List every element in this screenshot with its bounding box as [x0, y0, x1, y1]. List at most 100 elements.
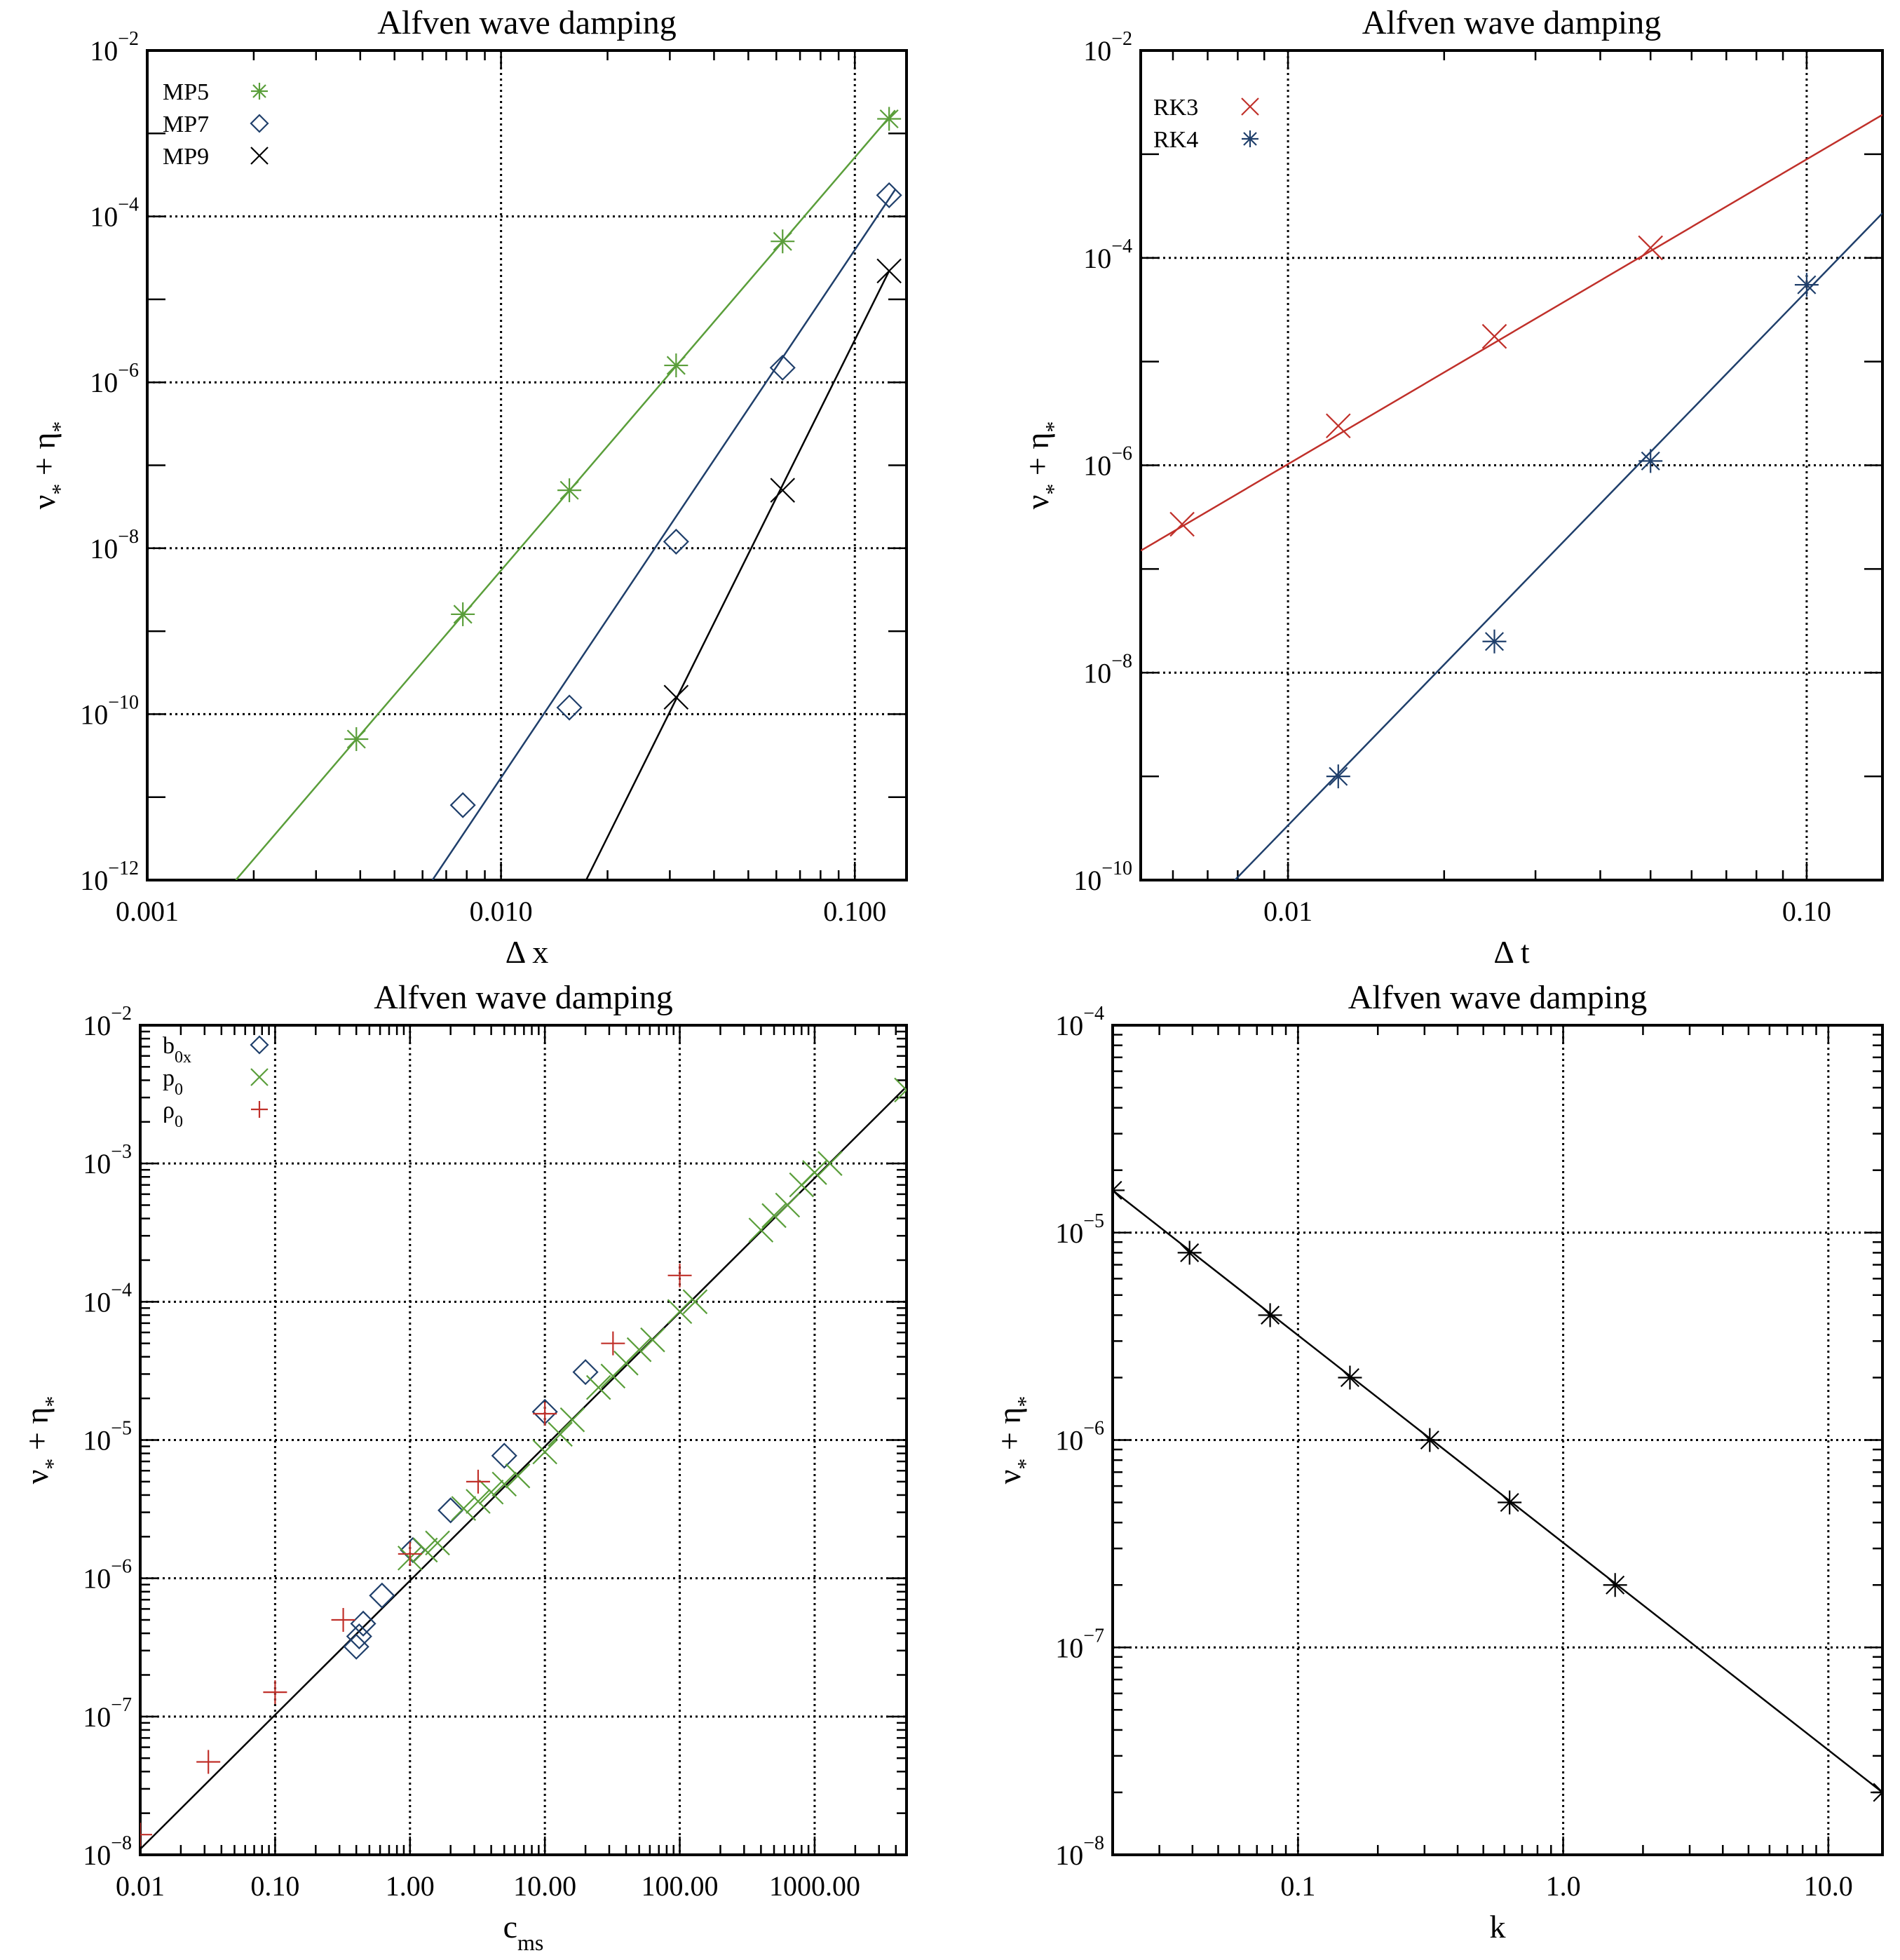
plot-frame: [139, 1024, 908, 1856]
chart-title: Alfven wave damping: [374, 979, 673, 1016]
y-tick-label: 10−4: [1083, 236, 1132, 274]
chart-panel-4: Alfven wave damping 0.1 1.0 10.0 10−8 10−7 10−…: [991, 979, 1884, 1945]
data-point: [466, 1469, 490, 1494]
legend-label: MP7: [163, 111, 209, 137]
y-tick-label: 10−12: [80, 858, 139, 896]
data-point: [761, 1203, 787, 1229]
series-3: [140, 1263, 692, 1847]
data-point: [559, 1407, 585, 1433]
data-point: [626, 1337, 652, 1363]
data-point: [1169, 511, 1195, 537]
data-point: [533, 1401, 557, 1426]
y-tick-label: 10−6: [90, 360, 139, 398]
data-point: [601, 1331, 625, 1356]
data-point: [451, 1496, 477, 1521]
series-2: [449, 182, 902, 818]
x-axis-label: Δ t: [1493, 934, 1530, 970]
fit-line-series-3: [585, 270, 890, 880]
legend-label: b0x: [163, 1033, 191, 1067]
x-tick-label: 10.0: [1804, 1870, 1853, 1902]
grid: [140, 1025, 907, 1855]
y-axis-label: ν* + η*: [991, 1396, 1038, 1485]
legend-label: RK4: [1153, 127, 1198, 153]
legend-label: RK3: [1153, 95, 1198, 121]
data-point: [585, 1374, 611, 1400]
data-point: [400, 1536, 426, 1563]
y-tick-label: 10−6: [83, 1556, 132, 1595]
data-point: [876, 182, 902, 208]
data-point: [775, 1192, 801, 1218]
grid: [1113, 1025, 1882, 1855]
x-tick-label: 0.01: [1263, 895, 1312, 927]
y-axis-label-text: ν* + η*: [991, 1396, 1038, 1485]
plot-area: [235, 107, 902, 880]
data-point: [771, 229, 795, 254]
y-tick-label: 10−7: [1055, 1625, 1104, 1663]
y-tick-label: 10−2: [1083, 28, 1132, 67]
data-point: [491, 1442, 517, 1469]
chart-title: Alfven wave damping: [1348, 979, 1648, 1016]
legend-marker: [250, 114, 269, 133]
legend-label: ρ0: [163, 1097, 183, 1131]
y-tick-label: 10−3: [83, 1141, 132, 1180]
plot-area: [1141, 114, 1882, 880]
data-point: [1482, 629, 1507, 654]
legend-label: p0: [163, 1065, 183, 1099]
data-point: [548, 1421, 573, 1447]
data-point: [1326, 764, 1350, 789]
data-point: [412, 1537, 438, 1563]
y-tick-label: 10−2: [90, 28, 139, 67]
data-point: [478, 1480, 504, 1505]
fit-line-series-2: [431, 189, 896, 880]
series-1: [1169, 235, 1663, 537]
data-point: [1871, 1780, 1882, 1804]
x-tick-label: 0.10: [1782, 895, 1831, 927]
data-point: [664, 353, 688, 378]
data-point: [398, 1541, 422, 1566]
data-point: [344, 727, 369, 752]
fit-line: [1113, 1189, 1882, 1793]
grid: [1141, 50, 1882, 880]
data-point: [1338, 1365, 1362, 1390]
y-tick-label: 10−2: [83, 1003, 132, 1041]
y-axis-label-text: ν* + η*: [26, 421, 72, 510]
data-point: [556, 694, 583, 721]
data-point: [350, 1610, 376, 1637]
chart-panel-3: Alfven wave damping 0.01 0.10 1.00 10.00 100.…: [19, 979, 908, 1955]
data-point: [769, 354, 796, 381]
data-point: [894, 1077, 907, 1103]
data-point: [140, 1823, 152, 1847]
chart-panel-1: Alfven wave damping 0.001 0.010 0.100 10−12 1…: [26, 4, 908, 970]
x-tick-label: 10.00: [513, 1870, 576, 1902]
data-point: [331, 1608, 355, 1633]
data-point: [1418, 1428, 1442, 1452]
legend-marker: [1242, 130, 1258, 147]
data-point: [1498, 1490, 1522, 1515]
plot-frame: [1139, 49, 1884, 881]
data-point: [640, 1327, 665, 1353]
data-point: [196, 1750, 221, 1774]
data-point: [1794, 273, 1819, 297]
x-axis-label: Δ x: [505, 934, 549, 970]
data-point: [1113, 1178, 1125, 1203]
series-2: [1326, 273, 1819, 789]
ticks: [1111, 1024, 1882, 1856]
chart-title: Alfven wave damping: [1362, 4, 1662, 41]
data-point: [877, 107, 902, 131]
data-point: [667, 1263, 692, 1287]
legend-marker: [251, 83, 268, 100]
y-tick-label: 10−7: [83, 1694, 132, 1733]
plot-area: [140, 1077, 907, 1850]
data-point: [802, 1160, 827, 1185]
y-tick-label: 10−5: [1055, 1210, 1104, 1249]
data-point: [876, 258, 902, 284]
x-axis-label: cms: [503, 1909, 544, 1955]
legend-marker: [251, 1101, 268, 1118]
data-point: [748, 1217, 774, 1243]
legend: MP5 MP7 MP9: [163, 79, 269, 170]
data-point: [1481, 323, 1507, 349]
x-tick-label: 0.1: [1280, 1870, 1315, 1902]
chart-panel-2: Alfven wave damping 0.01 0.10 10−10 10−8 10−6…: [1019, 4, 1884, 970]
